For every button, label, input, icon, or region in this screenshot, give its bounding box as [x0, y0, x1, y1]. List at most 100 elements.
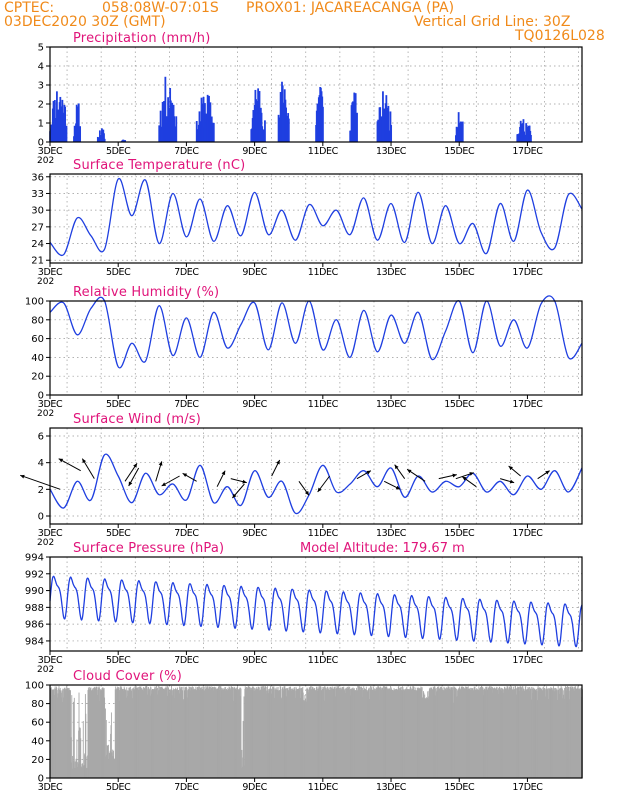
- y-tick-label: 988: [25, 603, 44, 614]
- x-tick-label: 7DEC: [174, 399, 199, 410]
- wind-vector-head: [242, 479, 247, 484]
- x-tick-label: 3DEC: [38, 399, 63, 410]
- y-tick-label: 33: [31, 189, 44, 200]
- y-tick-label: 60: [31, 334, 44, 345]
- cloud-bar: [105, 720, 107, 778]
- y-tick-label: 0: [38, 391, 44, 402]
- precip-bar: [195, 121, 198, 142]
- y-tick-label: 994: [25, 553, 44, 564]
- rh-frame: [49, 300, 583, 396]
- precip-bar: [159, 110, 162, 142]
- precip-bar: [377, 119, 380, 142]
- x-tick-label: 17DEC: [512, 528, 543, 539]
- y-tick-label: 20: [31, 372, 44, 383]
- y-tick-label: 992: [25, 569, 44, 580]
- pres-frame: [49, 556, 583, 652]
- x-tick-label: 3DEC: [38, 146, 63, 157]
- x-tick-label: 15DEC: [444, 146, 475, 157]
- x-tick-label: 15DEC: [444, 267, 475, 278]
- x-tick-label: 7DEC: [174, 146, 199, 157]
- pressure-series-line: [49, 575, 583, 648]
- precip-bar: [175, 116, 178, 142]
- wind-vector-head: [221, 470, 226, 476]
- x-tick-label: 7DEC: [174, 267, 199, 278]
- y-tick-label: 4: [38, 458, 44, 469]
- y-tick-label: 60: [31, 718, 44, 729]
- precip-bar: [52, 100, 55, 142]
- y-tick-label: 20: [31, 755, 44, 766]
- pres-panel-title: Surface Pressure (hPa): [73, 541, 224, 556]
- y-tick-label: 30: [31, 206, 44, 217]
- wind-frame: [49, 427, 583, 525]
- x-tick-label: 3DEC: [38, 528, 63, 539]
- precip-bar: [98, 130, 101, 142]
- precip-bar: [103, 133, 105, 142]
- cloud-bar: [73, 697, 75, 778]
- precip-bar: [211, 122, 214, 142]
- wind-vector-head: [305, 490, 309, 496]
- y-tick-label: 6: [38, 432, 44, 443]
- x-tick-label: 11DEC: [308, 146, 339, 157]
- x-tick-label: 17DEC: [512, 399, 543, 410]
- precip-bar: [202, 96, 205, 142]
- precip-bar: [64, 106, 67, 142]
- header-station: PROX01: JACAREACANGA (PA): [246, 0, 455, 16]
- wind-vector: [58, 458, 81, 472]
- precip-bar: [96, 136, 99, 142]
- wind-vector-head: [394, 464, 399, 470]
- precip-bar: [386, 107, 388, 142]
- wind-vector-head: [58, 458, 64, 463]
- precip-bar: [387, 105, 390, 142]
- cloud-bar: [71, 695, 73, 778]
- wind-vector-head: [158, 461, 163, 466]
- wind-vector-head: [232, 493, 237, 498]
- x-tick-label: 9DEC: [242, 655, 267, 666]
- cloud-bar: [240, 688, 242, 778]
- x-tick-label: 15DEC: [444, 782, 475, 793]
- x-tick-label: 9DEC: [242, 782, 267, 793]
- x-tick-label: 9DEC: [242, 399, 267, 410]
- wind-vector-head: [366, 470, 371, 475]
- x-tick-label: 11DEC: [308, 782, 339, 793]
- y-tick-label: 990: [25, 586, 44, 597]
- y-tick-label: 0: [38, 512, 44, 523]
- cloud-bar: [70, 690, 71, 778]
- precip-bar: [77, 103, 80, 142]
- x-tick-label: 5DEC: [106, 528, 131, 539]
- precip-frame: [49, 46, 583, 143]
- precip-bar: [103, 138, 106, 142]
- x-tick-label: 7DEC: [174, 655, 199, 666]
- y-tick-label: 24: [31, 239, 44, 250]
- x-tick-label: 13DEC: [376, 782, 407, 793]
- precip-panel-title: Precipitation (mm/h): [73, 31, 210, 46]
- y-tick-label: 40: [31, 736, 44, 747]
- x-year-stub: 202: [37, 538, 54, 548]
- wind-vector-head: [128, 481, 133, 486]
- precip-bar: [287, 118, 290, 142]
- y-tick-label: 36: [31, 172, 44, 183]
- y-tick-label: 3: [38, 81, 44, 92]
- x-tick-label: 13DEC: [376, 528, 407, 539]
- x-tick-label: 11DEC: [308, 528, 339, 539]
- cloud-bar: [85, 756, 87, 778]
- precip-bar: [390, 125, 393, 142]
- x-year-stub: 202: [37, 156, 54, 166]
- y-tick-label: 40: [31, 353, 44, 364]
- y-tick-label: 986: [25, 620, 44, 631]
- x-tick-label: 3DEC: [38, 655, 63, 666]
- wind-vector-head: [20, 474, 25, 479]
- wind-vector-head: [133, 463, 138, 468]
- y-tick-label: 2: [38, 485, 44, 496]
- x-year-stub: 202: [37, 409, 54, 419]
- x-tick-label: 5DEC: [106, 399, 131, 410]
- x-tick-label: 9DEC: [242, 267, 267, 278]
- header-grid-note: Vertical Grid Line: 30Z: [414, 14, 571, 30]
- y-tick-label: 1: [38, 119, 44, 130]
- precip-bar: [353, 92, 356, 142]
- x-tick-label: 5DEC: [106, 782, 131, 793]
- wind-vector-head: [182, 473, 188, 478]
- precip-bar: [212, 122, 215, 142]
- wind-vector-head: [276, 460, 280, 465]
- x-tick-label: 11DEC: [308, 655, 339, 666]
- x-year-stub: 202: [37, 665, 54, 675]
